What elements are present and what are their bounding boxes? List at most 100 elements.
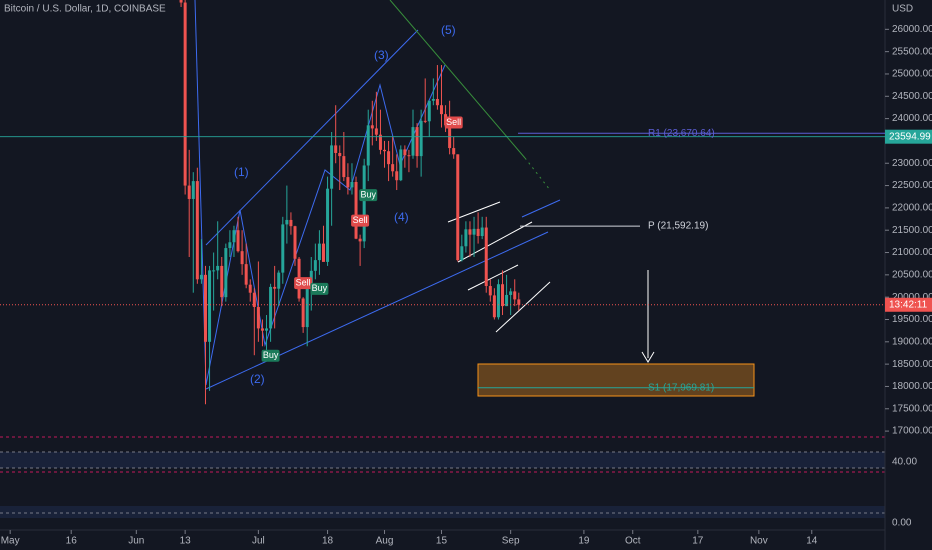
candle-body bbox=[183, 2, 187, 186]
candle-body bbox=[342, 156, 346, 178]
trendline bbox=[521, 199, 561, 218]
candle-body bbox=[419, 120, 423, 157]
candle-body bbox=[334, 145, 338, 153]
candle-body bbox=[338, 152, 342, 157]
y-tick-label: 25000.00 bbox=[892, 69, 932, 80]
trendline-ext bbox=[524, 157, 551, 191]
candle-body bbox=[411, 127, 415, 156]
candle-body bbox=[179, 0, 183, 3]
y-tick-label: 20000.00 bbox=[892, 292, 932, 303]
candle-body bbox=[435, 98, 439, 106]
candle-body bbox=[326, 188, 330, 262]
trendline bbox=[389, 0, 526, 159]
candle-body bbox=[260, 328, 264, 331]
y-tick-label: 20500.00 bbox=[892, 269, 932, 280]
y-tick-label: 24000.00 bbox=[892, 113, 932, 124]
candle-body bbox=[468, 229, 472, 235]
y-tick-label: 17500.00 bbox=[892, 403, 932, 414]
candle-body bbox=[269, 286, 273, 329]
candle-body bbox=[403, 149, 407, 156]
x-tick-label: Nov bbox=[750, 536, 768, 547]
candle-body bbox=[407, 155, 411, 157]
y-tick-label: 22000.00 bbox=[892, 203, 932, 214]
candle-body bbox=[439, 105, 443, 115]
candle-body bbox=[488, 286, 492, 296]
indicator-tick: 40.00 bbox=[892, 457, 917, 468]
candle-body bbox=[203, 274, 207, 342]
candle-body bbox=[224, 248, 228, 298]
candle-body bbox=[366, 125, 370, 166]
x-tick-label: May bbox=[1, 536, 20, 547]
indicator-tick: 0.00 bbox=[892, 518, 912, 529]
candle-body bbox=[212, 270, 216, 272]
y-tick-label: 18500.00 bbox=[892, 359, 932, 370]
candle-body bbox=[228, 242, 232, 249]
candle-body bbox=[244, 264, 248, 285]
candle-body bbox=[265, 328, 269, 331]
y-axis-label: USD bbox=[892, 4, 913, 15]
candle-body bbox=[383, 149, 387, 152]
candle-body bbox=[317, 243, 321, 261]
candle-body bbox=[370, 125, 374, 129]
candle-body bbox=[484, 227, 488, 287]
wave-path bbox=[194, 0, 446, 386]
candle-body bbox=[346, 177, 350, 188]
candle-body bbox=[378, 134, 382, 150]
target-zone bbox=[477, 363, 755, 397]
candle-body bbox=[476, 228, 480, 237]
candle-body bbox=[220, 265, 224, 298]
signal-badge bbox=[351, 214, 370, 227]
y-tick-label: 26000.00 bbox=[892, 24, 932, 35]
candle-body bbox=[273, 286, 277, 289]
x-tick-label: 15 bbox=[436, 536, 448, 547]
candle-body bbox=[289, 219, 293, 227]
x-tick-label: Jun bbox=[128, 536, 144, 547]
candle-body bbox=[248, 284, 252, 293]
countdown: 13:42:11 bbox=[889, 299, 928, 310]
wave-label: (5) bbox=[441, 23, 456, 37]
signal-badge bbox=[310, 282, 329, 295]
candle-body bbox=[513, 291, 517, 300]
y-tick-label: 18000.00 bbox=[892, 381, 932, 392]
candle-body bbox=[240, 251, 244, 265]
chart-title: Bitcoin / U.S. Dollar, 1D, COINBASE bbox=[4, 4, 166, 15]
candle-body bbox=[277, 272, 281, 289]
rsi-band bbox=[0, 452, 885, 468]
signal-badge bbox=[294, 277, 313, 290]
last-price-tag bbox=[885, 297, 932, 312]
y-tick-label: 25500.00 bbox=[892, 46, 932, 57]
candle-body bbox=[492, 295, 496, 318]
candle-body bbox=[456, 154, 460, 261]
wave-label: (4) bbox=[394, 210, 409, 224]
signal-badge bbox=[359, 189, 378, 202]
x-tick-label: Oct bbox=[625, 536, 641, 547]
candle-body bbox=[505, 294, 509, 307]
trendline bbox=[205, 231, 549, 390]
candle-body bbox=[427, 100, 431, 122]
y-tick-label: 19500.00 bbox=[892, 314, 932, 325]
pivot-label: S1 (17,969.81) bbox=[648, 382, 714, 393]
x-tick-label: Sep bbox=[502, 536, 520, 547]
candle-body bbox=[460, 246, 464, 261]
signal-label: Buy bbox=[360, 189, 376, 199]
candle-body bbox=[293, 226, 297, 259]
candle-body bbox=[354, 181, 358, 239]
y-tick-label: 24500.00 bbox=[892, 91, 932, 102]
x-tick-label: 16 bbox=[66, 536, 78, 547]
x-tick-label: 13 bbox=[180, 536, 192, 547]
candle-body bbox=[374, 128, 378, 135]
candle-body bbox=[423, 120, 427, 122]
signal-badge bbox=[444, 116, 463, 129]
wave-label: (3) bbox=[374, 48, 389, 62]
candle-body bbox=[480, 227, 484, 237]
candle-body bbox=[472, 228, 476, 235]
candle-body bbox=[313, 260, 317, 271]
y-tick-label: 22500.00 bbox=[892, 180, 932, 191]
candle-body bbox=[362, 165, 366, 242]
candle-body bbox=[431, 98, 435, 101]
candle-body bbox=[301, 298, 305, 328]
x-tick-label: 14 bbox=[806, 536, 818, 547]
candle-body bbox=[464, 229, 468, 247]
candle-body bbox=[281, 224, 285, 273]
